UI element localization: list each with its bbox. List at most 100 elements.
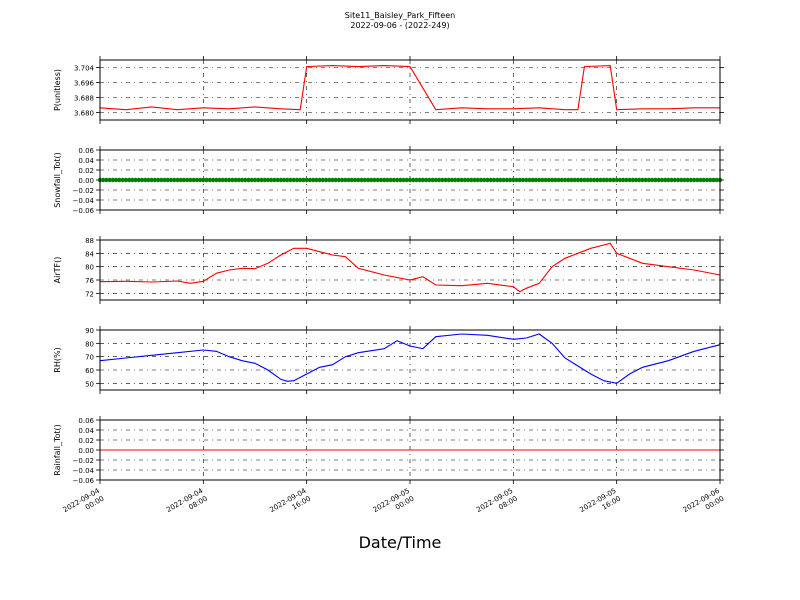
snowfall-point xyxy=(301,177,306,183)
snowfall-point xyxy=(698,177,703,183)
snowfall-point xyxy=(249,177,254,183)
snowfall-point xyxy=(614,177,619,183)
snowfall-point xyxy=(110,177,116,183)
snowfall-point xyxy=(404,177,409,183)
snowfall-point xyxy=(155,177,161,183)
snowfall-point xyxy=(207,177,212,183)
snowfall-point xyxy=(307,177,313,183)
snowfall-point xyxy=(172,177,177,183)
y-tick-label: 72 xyxy=(85,290,94,298)
y-tick-label: −0.04 xyxy=(73,197,95,205)
y-tick-label: −0.06 xyxy=(73,477,95,485)
snowfall-point xyxy=(494,177,500,183)
snowfall-point xyxy=(288,177,293,183)
snowfall-point xyxy=(126,177,132,183)
snowfall-point xyxy=(633,177,639,183)
snowfall-point xyxy=(401,177,406,183)
snowfall-point xyxy=(143,177,148,183)
y-axis-label: Rainfall_Tot() xyxy=(53,424,62,476)
snowfall-point xyxy=(572,177,577,183)
snowfall-point xyxy=(352,177,358,183)
y-tick-label: 84 xyxy=(85,250,94,258)
y-axis-label: Snowfall_Tot() xyxy=(53,152,62,208)
panel-frame xyxy=(99,149,721,211)
snowfall-point xyxy=(101,177,106,183)
snowfall-point xyxy=(262,177,267,183)
snowfall-point xyxy=(675,177,681,183)
y-axis-label: RH(%) xyxy=(53,347,62,372)
snowfall-point xyxy=(440,177,445,183)
snowfall-point xyxy=(178,177,183,183)
y-tick-label: 3.696 xyxy=(74,80,95,88)
y-tick-label: −0.02 xyxy=(73,457,94,465)
y-tick-label: 0.00 xyxy=(78,177,94,185)
snowfall-point xyxy=(595,177,600,183)
snowfall-point xyxy=(704,177,710,183)
snowfall-point xyxy=(620,177,626,183)
snowfall-point xyxy=(536,177,542,183)
snowfall-point xyxy=(162,177,167,183)
snowfall-point xyxy=(524,177,529,183)
snowfall-point xyxy=(504,177,510,183)
snowfall-point xyxy=(372,177,377,183)
snowfall-point xyxy=(701,177,707,183)
snowfall-point xyxy=(333,177,338,183)
snowfall-point xyxy=(104,177,109,183)
snowfall-point xyxy=(423,177,429,183)
panel-frame xyxy=(99,239,721,301)
snowfall-point xyxy=(553,177,558,183)
snowfall-point xyxy=(453,177,458,183)
snowfall-point xyxy=(320,177,326,183)
snowfall-point xyxy=(608,177,613,183)
y-tick-label: −0.04 xyxy=(73,467,95,475)
snowfall-point xyxy=(575,177,581,183)
snowfall-point xyxy=(488,177,493,183)
snowfall-point xyxy=(233,177,238,183)
snowfall-point xyxy=(133,177,138,183)
chart-subtitle: 2022-09-06 - (2022-249) xyxy=(350,21,450,30)
snowfall-point xyxy=(562,177,568,183)
snowfall-point xyxy=(201,177,206,183)
snowfall-point xyxy=(298,177,303,183)
snowfall-point xyxy=(130,177,135,183)
snowfall-point xyxy=(359,177,364,183)
panel-5: −0.06 −0.04 −0.02 0.00 0.02 0.04 0.06 Rainfall_… xyxy=(53,416,724,485)
snowfall-point xyxy=(285,177,290,183)
snowfall-point xyxy=(369,177,374,183)
series-line-1 xyxy=(99,65,720,111)
snowfall-point xyxy=(656,177,661,183)
snowfall-point xyxy=(637,177,642,183)
snowfall-point xyxy=(113,177,119,183)
y-tick-label: 0.06 xyxy=(78,417,94,425)
snowfall-point xyxy=(336,177,342,183)
snowfall-point xyxy=(120,177,125,183)
y-tick-label: 0.04 xyxy=(78,157,94,165)
snowfall-point xyxy=(514,177,519,183)
snowfall-point xyxy=(323,177,329,183)
snowfall-point xyxy=(549,177,555,183)
snowfall-point xyxy=(588,177,594,183)
snowfall-point xyxy=(685,177,690,183)
snowfall-point xyxy=(265,177,271,183)
snowfall-point xyxy=(420,177,426,183)
series-line-3 xyxy=(99,242,721,293)
chart-title: Site11_Baisley_Park_Fifteen xyxy=(344,11,456,20)
snowfall-point xyxy=(149,177,154,183)
snowfall-point xyxy=(214,177,219,183)
panel-1: 3.680 3.688 3.696 3.704 P(unitless) xyxy=(53,56,724,124)
snowfall-point xyxy=(679,177,684,183)
snowfall-point xyxy=(556,177,561,183)
snowfall-point xyxy=(349,177,355,183)
snowfall-point xyxy=(446,177,451,183)
snowfall-point xyxy=(236,177,242,183)
snowfall-point xyxy=(659,177,665,183)
snowfall-point xyxy=(475,177,481,183)
y-tick-label: 88 xyxy=(85,237,94,245)
snowfall-point xyxy=(230,177,235,183)
snowfall-point xyxy=(146,177,151,183)
